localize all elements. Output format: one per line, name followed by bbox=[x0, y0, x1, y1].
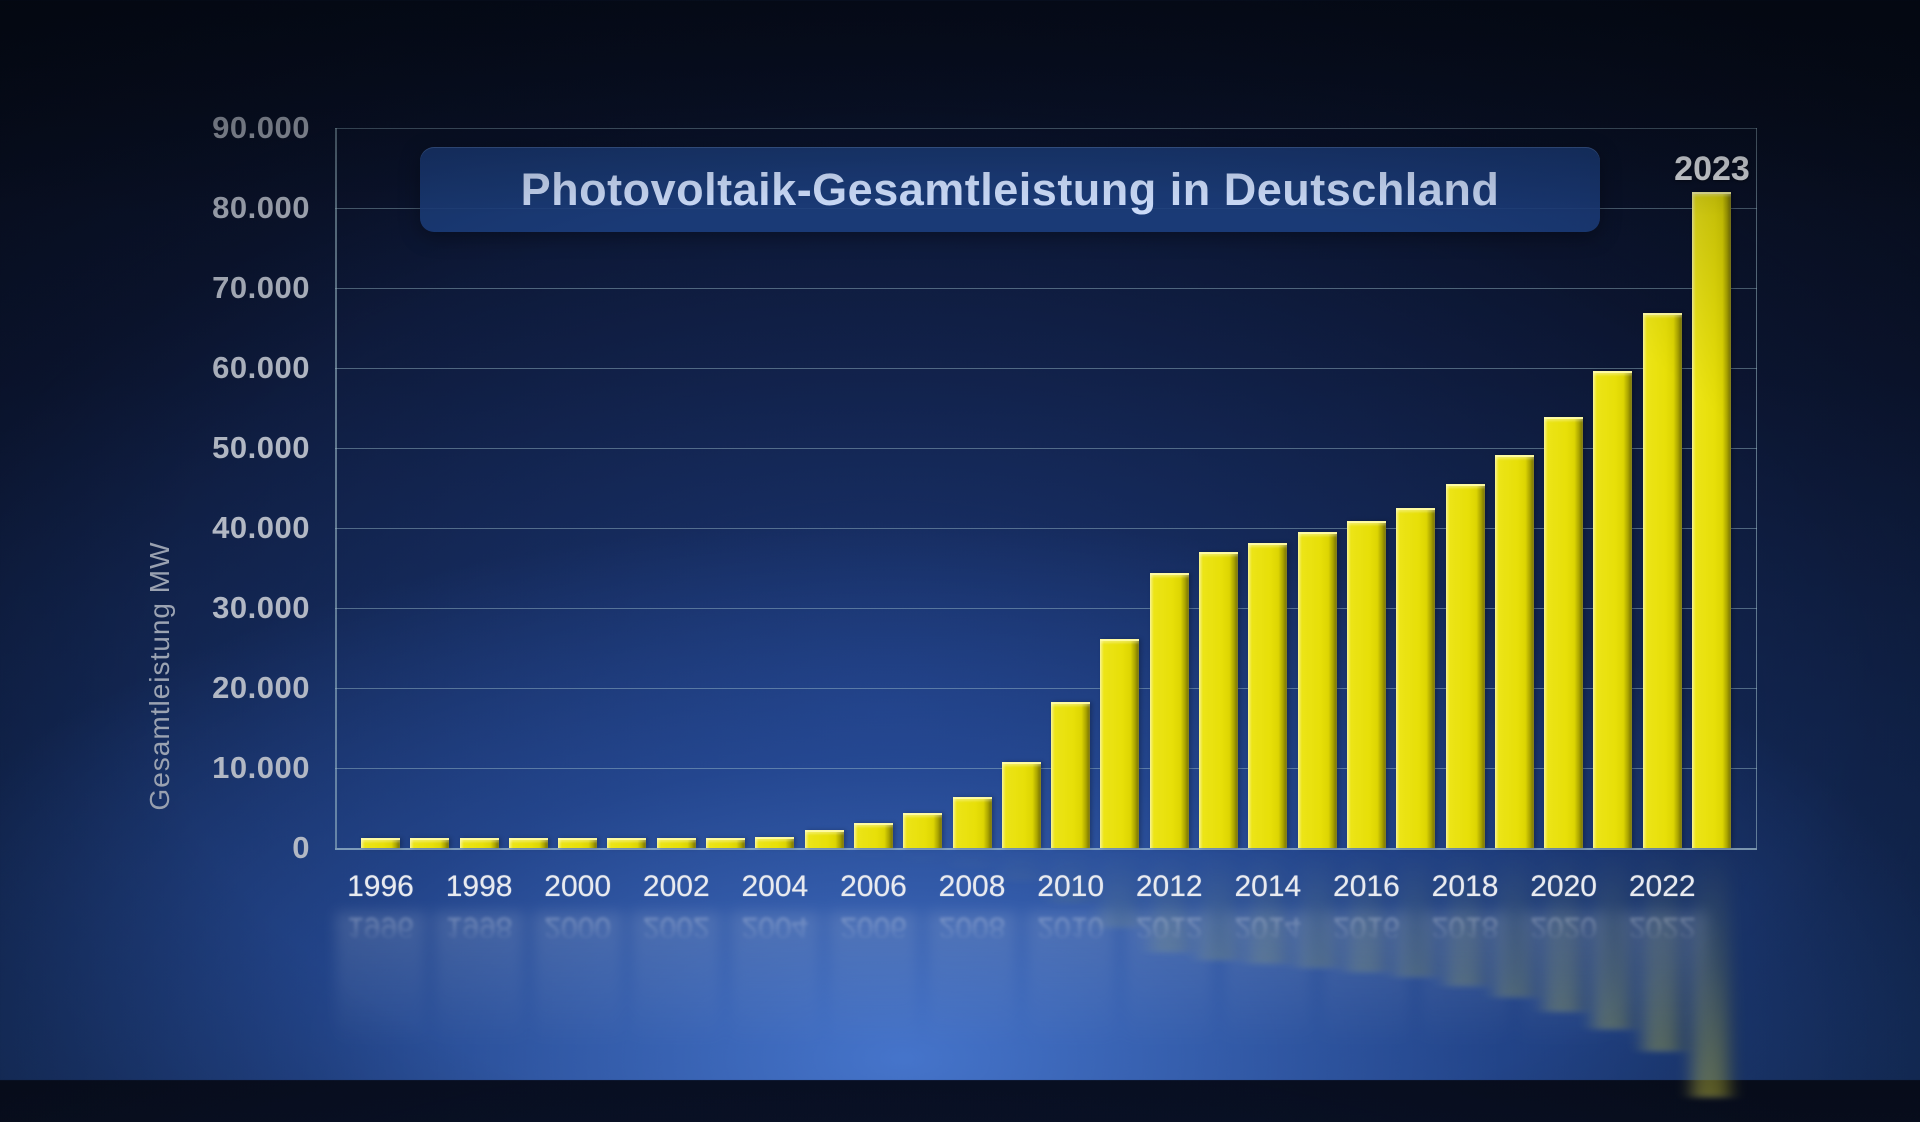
plot-area bbox=[335, 128, 1757, 850]
y-tick-30.000: 30.000 bbox=[212, 590, 310, 625]
x-tick-2022: 2022 bbox=[1628, 911, 1696, 944]
y-tick-20.000: 20.000 bbox=[212, 670, 310, 705]
gridline bbox=[335, 368, 1757, 369]
bar-2008 bbox=[952, 848, 992, 868]
y-tick-10.000: 10.000 bbox=[212, 750, 310, 785]
x-tick-2022: 2022 bbox=[1628, 870, 1696, 903]
bar-2021 bbox=[1593, 371, 1633, 848]
photovoltaic-chart-screen: { "title": { "text": "Photovoltaik-Gesam… bbox=[0, 0, 1920, 1098]
bar-2007 bbox=[903, 848, 943, 862]
bar-2014 bbox=[1248, 542, 1288, 848]
y-tick-90.000: 90.000 bbox=[212, 110, 310, 145]
bar-2023 bbox=[1692, 192, 1731, 848]
last-bar-year-annotation: 2023 bbox=[1674, 150, 1750, 188]
bar-2020 bbox=[1544, 416, 1584, 848]
x-axis-labels-reflection: 1996 1998 2000 2002 2004 2006 2008 2010 2012 2014… bbox=[0, 907, 1920, 945]
bar-2018 bbox=[1445, 483, 1485, 848]
bar-1999 bbox=[508, 838, 548, 848]
bar-2005 bbox=[804, 829, 844, 848]
bar-2012 bbox=[1149, 573, 1189, 848]
bar-2016 bbox=[1346, 520, 1386, 848]
bar-2003 bbox=[706, 838, 746, 848]
bar-2006 bbox=[853, 822, 893, 848]
bar-2007 bbox=[903, 812, 943, 848]
bar-2010 bbox=[1051, 702, 1091, 848]
bar-1997 bbox=[410, 838, 450, 848]
x-axis-tick-labels: 1996 1998 2000 2002 2004 2006 2008 2010 2012 2014… bbox=[0, 869, 1920, 907]
bar-2004 bbox=[755, 837, 795, 848]
y-tick-60.000: 60.000 bbox=[212, 350, 310, 385]
bar-2011 bbox=[1100, 638, 1140, 848]
chart-title-box: Photovoltaik-Gesamtleistung in Deutschla… bbox=[420, 147, 1600, 232]
bar-2017 bbox=[1396, 507, 1436, 848]
plot-right-border bbox=[1756, 128, 1757, 848]
y-tick-70.000: 70.000 bbox=[212, 270, 310, 305]
bar-2002 bbox=[656, 838, 696, 848]
gridline bbox=[335, 848, 1757, 850]
bar-2009 bbox=[1001, 761, 1041, 848]
bar-2001 bbox=[607, 838, 647, 848]
y-axis-line bbox=[335, 128, 337, 848]
bar-2015 bbox=[1297, 532, 1337, 848]
bar-2008 bbox=[952, 797, 992, 848]
gridline bbox=[335, 288, 1757, 289]
bar-1998 bbox=[459, 838, 499, 848]
bar-2022 bbox=[1642, 312, 1682, 848]
y-tick-40.000: 40.000 bbox=[212, 510, 310, 545]
gridline bbox=[335, 128, 1757, 129]
bar-2013 bbox=[1199, 552, 1239, 848]
y-tick-50.000: 50.000 bbox=[212, 430, 310, 465]
bar-2000 bbox=[558, 838, 598, 848]
bar-2019 bbox=[1494, 455, 1534, 848]
y-tick-0: 0 bbox=[292, 830, 310, 865]
y-tick-80.000: 80.000 bbox=[212, 190, 310, 225]
bar-1996 bbox=[361, 838, 400, 848]
chart-title: Photovoltaik-Gesamtleistung in Deutschla… bbox=[520, 163, 1500, 215]
